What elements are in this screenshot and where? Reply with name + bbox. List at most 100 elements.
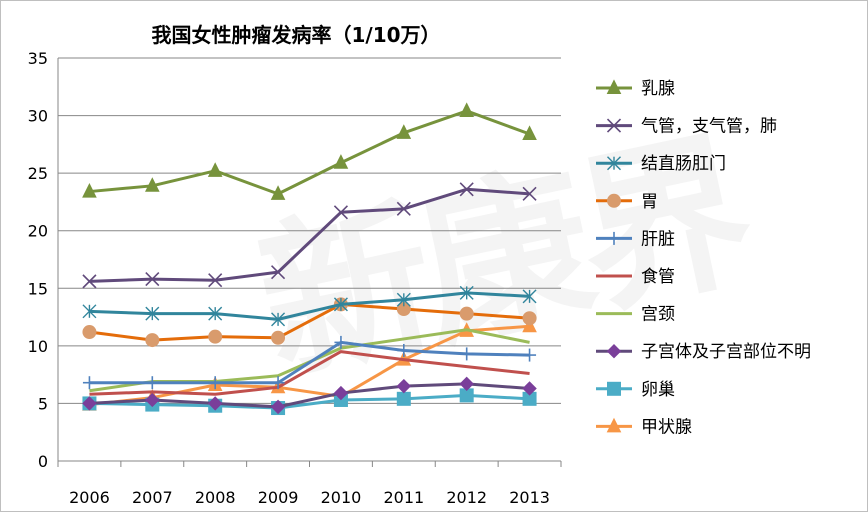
- data-point: [270, 265, 286, 280]
- data-point: [82, 182, 97, 198]
- data-point: [459, 182, 474, 197]
- series-line: [89, 393, 530, 410]
- legend-item: 气管，支气管，肺: [596, 117, 777, 137]
- legend-label: 子宫体及子宫部位不明: [641, 342, 811, 362]
- legend-label: 卵巢: [641, 380, 675, 400]
- data-point: [459, 376, 474, 392]
- legend-item: 肝脏: [596, 229, 675, 249]
- legend-marker: [607, 231, 621, 245]
- series-5: [89, 350, 530, 396]
- data-point: [522, 381, 537, 396]
- data-point: [145, 177, 160, 192]
- series-4: [82, 335, 537, 390]
- data-point: [271, 330, 286, 345]
- x-tick-label: 2011: [383, 488, 424, 507]
- x-tick-label: 2013: [509, 488, 550, 507]
- legend-item: 结直肠肛门: [596, 154, 726, 174]
- series-line: [89, 302, 530, 342]
- series-line: [89, 382, 530, 409]
- data-point: [333, 297, 348, 312]
- series-line: [89, 109, 531, 196]
- x-tick-label: 2012: [446, 488, 487, 507]
- legend-item: 食管: [596, 267, 675, 287]
- x-tick-label: 2010: [321, 488, 362, 507]
- y-tick-label: 5: [38, 394, 48, 413]
- data-point: [145, 392, 160, 408]
- y-tick-label: 25: [28, 164, 48, 183]
- y-tick-label: 10: [28, 337, 48, 356]
- data-point: [333, 154, 349, 169]
- series-3: [82, 297, 537, 348]
- legend-label: 结直肠肛门: [641, 154, 726, 174]
- series-line: [89, 324, 530, 407]
- data-point: [207, 396, 223, 411]
- legend-label: 胃: [641, 192, 658, 212]
- series-0: [82, 102, 537, 200]
- legend-marker: [606, 79, 622, 94]
- legend-item: 卵巢: [596, 380, 675, 400]
- series-line: [89, 350, 530, 396]
- data-point: [522, 186, 537, 201]
- data-point: [397, 343, 411, 357]
- data-point: [396, 201, 411, 216]
- data-point: [82, 274, 97, 289]
- data-point: [270, 185, 286, 200]
- data-point: [333, 385, 349, 401]
- data-point: [271, 376, 285, 390]
- legend-label: 乳腺: [641, 79, 675, 99]
- data-point: [208, 273, 223, 288]
- legend-item: 乳腺: [596, 79, 675, 99]
- legend-label: 气管，支气管，肺: [641, 117, 777, 137]
- data-point: [522, 311, 537, 326]
- data-point: [522, 289, 537, 304]
- data-point: [145, 376, 159, 390]
- x-tick-label: 2007: [132, 488, 173, 507]
- data-point: [208, 329, 223, 344]
- y-tick-label: 35: [28, 49, 48, 68]
- series-1: [82, 182, 537, 289]
- data-point: [523, 348, 537, 362]
- chart-title: 我国女性肿瘤发病率（1/10万）: [151, 23, 440, 47]
- data-point: [522, 317, 537, 333]
- series-2: [82, 285, 537, 327]
- legend-marker: [606, 343, 622, 359]
- legend-item: 宫颈: [596, 305, 675, 325]
- legend-marker: [606, 417, 622, 433]
- gridlines: [58, 57, 561, 404]
- data-point: [82, 304, 97, 319]
- legend-marker: [607, 381, 621, 396]
- data-point: [145, 333, 160, 348]
- legend-item: 甲状腺: [596, 417, 692, 437]
- x-tick-label: 2009: [258, 488, 299, 507]
- data-point: [207, 162, 223, 177]
- data-point: [396, 292, 411, 307]
- data-point: [208, 376, 222, 390]
- series-group: [82, 102, 537, 416]
- y-tick-label: 30: [28, 107, 48, 126]
- legend-marker: [607, 193, 621, 208]
- data-point: [82, 376, 96, 390]
- x-tick-label: 2008: [195, 488, 236, 507]
- series-line: [89, 187, 530, 283]
- axes: 0 5 10 15 20 25 30 35 2006 2007 2008 2009 2010 2011 20…: [28, 49, 562, 507]
- series-line: [89, 340, 530, 385]
- data-point: [459, 285, 474, 300]
- legend-label: 宫颈: [641, 305, 675, 325]
- legend-marker: [607, 156, 621, 171]
- data-point: [396, 391, 411, 406]
- data-point: [459, 102, 474, 117]
- data-point: [522, 125, 537, 140]
- data-point: [396, 124, 412, 139]
- series-7: [82, 376, 537, 415]
- legend-label: 甲状腺: [641, 417, 692, 437]
- data-point: [271, 312, 286, 327]
- data-point: [82, 325, 97, 340]
- data-point: [333, 205, 349, 220]
- y-tick-label: 0: [38, 452, 48, 471]
- data-point: [145, 306, 160, 321]
- y-tick-label: 15: [28, 279, 48, 298]
- legend-marker: [606, 118, 622, 133]
- data-point: [334, 335, 348, 349]
